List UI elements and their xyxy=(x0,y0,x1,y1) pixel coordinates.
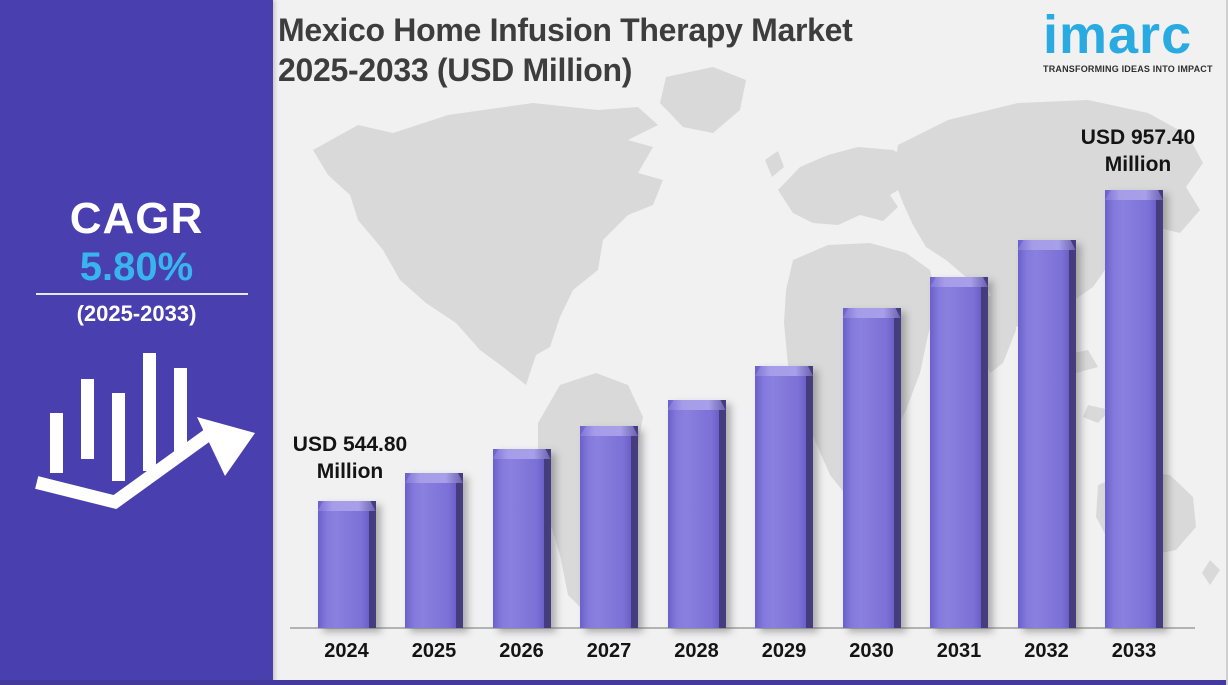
year-label-2029: 2029 xyxy=(761,640,807,662)
year-label-2027: 2027 xyxy=(586,640,632,662)
year-label-2033: 2033 xyxy=(1111,640,1157,662)
year-label-2026: 2026 xyxy=(499,640,544,662)
bar-2033 xyxy=(1105,190,1163,628)
bottom-border xyxy=(0,680,1226,685)
bar-2029 xyxy=(755,366,813,628)
bar-top-bevel xyxy=(493,449,551,459)
value-label-2033: USD 957.40 Million xyxy=(1048,124,1226,178)
bar-2032 xyxy=(1017,240,1076,628)
bar-2024 xyxy=(317,501,376,628)
value-label-2033-line2: Million xyxy=(1104,153,1172,176)
growth-chart-icon xyxy=(35,353,255,510)
title-line-1: Mexico Home Infusion Therapy Market xyxy=(278,12,853,48)
year-label-2030: 2030 xyxy=(849,640,894,662)
cagr-label: CAGR xyxy=(69,194,204,243)
year-label-2032: 2032 xyxy=(1024,640,1069,662)
x-axis-line xyxy=(290,627,1195,629)
year-label-2031: 2031 xyxy=(936,640,982,662)
value-label-2033-line1: USD 957.40 xyxy=(1080,126,1196,149)
cagr-value: 5.80% xyxy=(79,245,194,289)
bar-top-bevel xyxy=(843,308,901,318)
bar-2030 xyxy=(842,308,901,628)
imarc-logo: imarc TRANSFORMING IDEAS INTO IMPACT xyxy=(1043,4,1213,74)
value-label-2024-line1: USD 544.80 xyxy=(292,433,408,456)
cagr-sidebar: CAGR 5.80% (2025-2033) xyxy=(0,0,273,685)
year-label-2028: 2028 xyxy=(674,640,719,662)
bar-2027 xyxy=(580,426,638,628)
year-label-2024: 2024 xyxy=(324,640,369,662)
bar-2025 xyxy=(405,473,463,628)
bar-top-bevel xyxy=(930,277,988,287)
bar-top-bevel xyxy=(755,366,813,376)
bar-2026 xyxy=(492,449,551,628)
bar-top-bevel xyxy=(318,501,376,511)
title-line-2: 2025-2033 (USD Million) xyxy=(278,52,633,88)
value-label-2024-line2: Million xyxy=(316,460,384,483)
bar-top-bevel xyxy=(668,400,726,410)
value-label-2024: USD 544.80 Million xyxy=(260,431,440,485)
logo-wordmark: imarc xyxy=(1043,5,1193,65)
logo-tagline: TRANSFORMING IDEAS INTO IMPACT xyxy=(1043,64,1213,74)
bar-top-bevel xyxy=(580,426,638,436)
chart-panel: Mexico Home Infusion Therapy Market 2025… xyxy=(273,0,1226,685)
bar-top-bevel xyxy=(1105,190,1163,200)
bar-top-bevel xyxy=(405,473,463,483)
year-label-2025: 2025 xyxy=(411,640,457,662)
bar-top-bevel xyxy=(1018,240,1076,250)
cagr-period: (2025-2033) xyxy=(76,301,197,326)
page-title: Mexico Home Infusion Therapy Market 2025… xyxy=(278,10,968,90)
bar-2028 xyxy=(667,400,726,628)
bar-2031 xyxy=(930,277,988,628)
cagr-divider xyxy=(36,293,248,295)
